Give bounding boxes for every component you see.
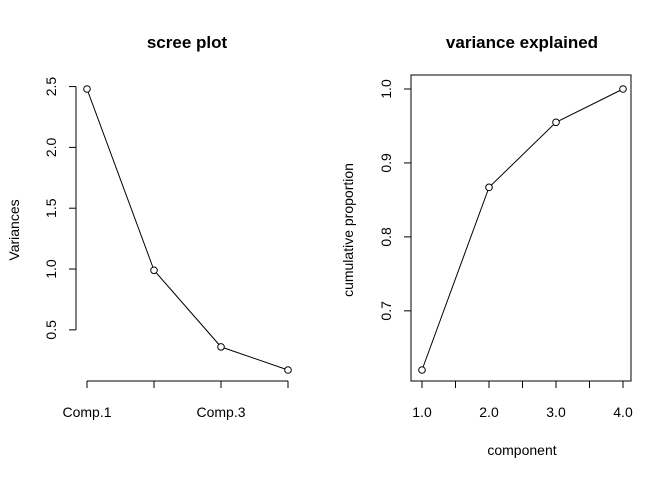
series-line <box>421 88 624 371</box>
data-point <box>552 118 560 127</box>
data-point <box>418 366 426 374</box>
scree-plot-ylabel: Variances <box>6 199 22 260</box>
variance-explained-series <box>418 85 627 374</box>
x-tick-label: 2.0 <box>479 404 499 420</box>
variance-explained-panel: variance explained component cumulative … <box>340 33 633 458</box>
data-point <box>217 343 225 351</box>
y-tick-label: 2.5 <box>43 77 59 97</box>
scree-plot-x-axis: Comp.1 Comp.3 <box>62 380 289 420</box>
scree-plot-panel: scree plot Variances 0.5 1.0 1.5 2.0 2.5 Com… <box>6 33 292 420</box>
variance-explained-x-axis: 1.0 2.0 3.0 4.0 <box>412 381 633 420</box>
data-point <box>150 266 158 275</box>
scree-plot-y-axis: 0.5 1.0 1.5 2.0 2.5 <box>43 77 77 340</box>
y-tick-label: 1.5 <box>43 198 59 218</box>
x-tick-label: Comp.1 <box>62 404 111 420</box>
y-tick-label: 0.7 <box>378 301 394 321</box>
data-point <box>485 183 493 192</box>
y-tick-label: 0.5 <box>43 320 59 340</box>
variance-explained-frame <box>410 74 632 382</box>
series-line <box>86 88 289 371</box>
x-tick-label: 4.0 <box>613 404 633 420</box>
y-tick-label: 1.0 <box>378 79 394 99</box>
variance-explained-title: variance explained <box>446 33 598 52</box>
x-tick-label: 1.0 <box>412 404 432 420</box>
scree-plot-title: scree plot <box>147 33 228 52</box>
x-tick-label: Comp.3 <box>196 404 245 420</box>
data-point <box>619 85 627 93</box>
y-tick-label: 1.0 <box>43 259 59 279</box>
y-tick-label: 0.8 <box>378 227 394 247</box>
data-point <box>284 366 292 374</box>
y-tick-label: 0.9 <box>378 153 394 173</box>
scree-plot-series <box>83 85 292 374</box>
x-tick-label: 3.0 <box>546 404 566 420</box>
y-tick-label: 2.0 <box>43 137 59 157</box>
variance-explained-y-axis: 0.7 0.8 0.9 1.0 <box>378 79 411 321</box>
variance-explained-xlabel: component <box>487 442 556 458</box>
data-point <box>83 85 91 93</box>
variance-explained-ylabel: cumulative proportion <box>340 163 356 297</box>
